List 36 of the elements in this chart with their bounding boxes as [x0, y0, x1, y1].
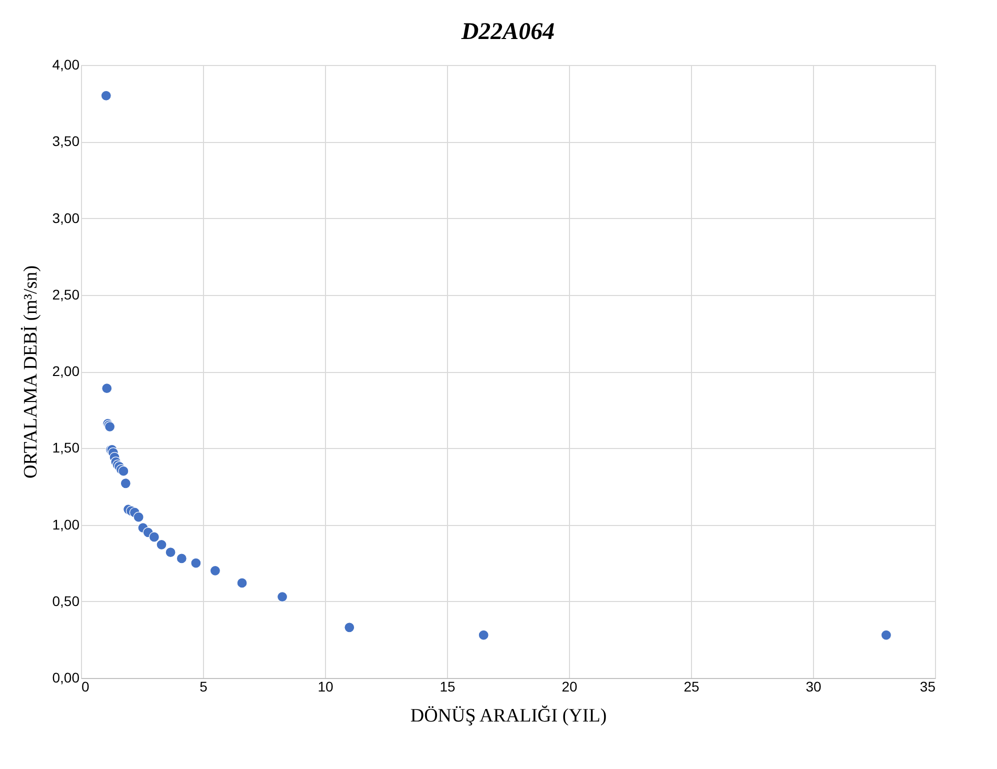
y-axis-title: ORTALAMA DEBİ (m³/sn)	[20, 265, 42, 479]
point	[165, 547, 176, 558]
y-tick-label: 2,00	[52, 363, 80, 379]
x-tick-label: 5	[200, 678, 208, 694]
x-tick-label: 10	[318, 678, 334, 694]
x-tick-label: 20	[562, 678, 578, 694]
x-tick-label: 30	[806, 678, 822, 694]
point	[210, 565, 220, 576]
y-tick-label: 2,50	[52, 286, 80, 302]
point	[133, 512, 144, 522]
chart-title: D22A064	[460, 19, 555, 45]
point	[344, 622, 355, 633]
y-tick-label: 4,00	[52, 56, 80, 72]
x-tick-label: 35	[920, 678, 936, 694]
point	[190, 558, 202, 568]
point	[176, 553, 187, 564]
point	[236, 578, 248, 588]
point	[156, 539, 167, 550]
point	[118, 466, 129, 476]
y-tick-label: 3,00	[52, 210, 80, 226]
x-axis-title: DÖNÜŞ ARALIĞI (YIL)	[410, 704, 607, 726]
point	[148, 532, 160, 542]
point	[277, 591, 288, 602]
x-tick-label: 25	[684, 678, 700, 694]
y-tick-label: 0,50	[52, 592, 80, 609]
point	[100, 90, 112, 101]
y-tick-label: 3,50	[52, 133, 80, 150]
x-tick-label: 15	[440, 678, 456, 694]
point	[478, 630, 489, 640]
x-tick-label: 0	[82, 678, 90, 694]
y-tick-label: 0,00	[52, 670, 80, 686]
y-tick-label: 1,00	[52, 516, 80, 532]
point	[880, 630, 892, 640]
point	[120, 478, 131, 489]
point	[102, 383, 112, 394]
y-tick-label: 1,50	[52, 440, 80, 456]
